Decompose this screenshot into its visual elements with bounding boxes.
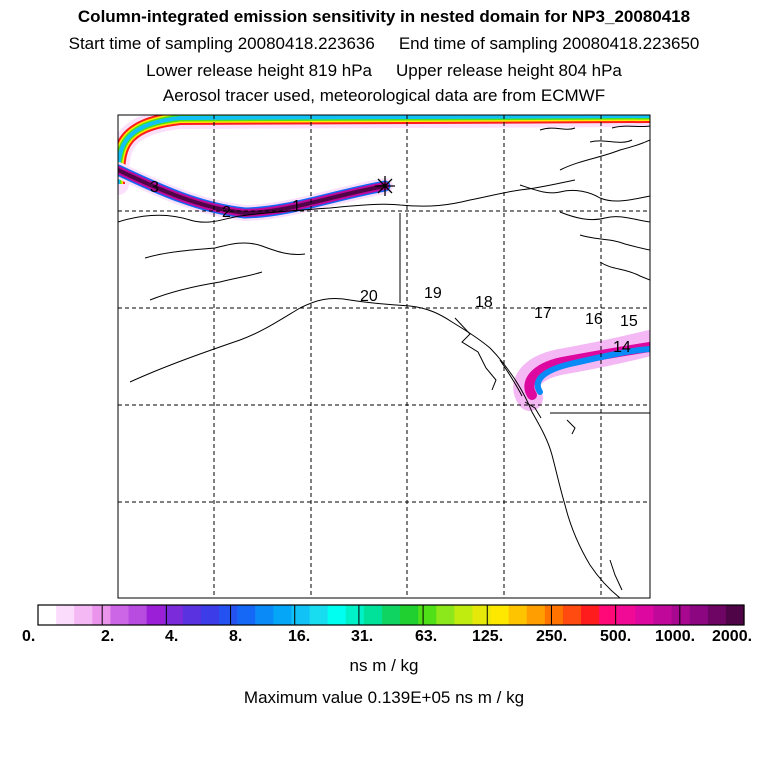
colorbar-swatch — [472, 605, 492, 625]
colorbar-swatch — [128, 605, 148, 625]
plume-east — [513, 330, 650, 411]
colorbar-swatch — [490, 605, 510, 625]
day-label: 15 — [620, 313, 638, 330]
colorbar-swatch — [200, 605, 220, 625]
day-label: 19 — [424, 285, 442, 302]
colorbar-swatch — [110, 605, 130, 625]
colorbar-swatch — [309, 605, 329, 625]
tracer-info: Aerosol tracer used, meteorological data… — [162, 86, 606, 105]
map-frame — [117, 114, 651, 599]
colorbar-swatch — [689, 605, 709, 625]
release-heights: Lower release height 819 hPa Upper releas… — [0, 61, 768, 81]
colorbar-swatch — [38, 605, 57, 625]
colorbar-swatch — [617, 605, 636, 625]
end-time-label: End time of sampling 20080418.223650 — [398, 34, 700, 53]
colorbar-tick: 8. — [229, 628, 243, 645]
graticule — [118, 115, 650, 598]
colorbar-swatch — [508, 605, 528, 625]
day-label: 2 — [222, 204, 231, 221]
colorbar-swatch — [562, 605, 582, 625]
colorbar-swatch — [526, 605, 546, 625]
colorbar-swatch — [454, 605, 474, 625]
colorbar-swatch — [363, 605, 383, 625]
day-label: 3 — [150, 179, 159, 196]
colorbar-tick: 16. — [288, 628, 311, 645]
colorbar-swatch — [56, 605, 75, 625]
colorbar-swatch — [400, 605, 419, 625]
colorbar-tick: 4. — [165, 628, 179, 645]
colorbar-swatch — [436, 605, 455, 625]
colorbar-swatch — [74, 605, 93, 625]
colorbar-swatch — [581, 605, 600, 625]
colorbar-swatch — [635, 605, 655, 625]
day-label: 20 — [360, 288, 378, 305]
day-label: 18 — [475, 294, 493, 311]
coastlines — [118, 125, 650, 598]
colorbar-swatch — [219, 605, 238, 625]
colorbar-units: ns m / kg — [349, 656, 419, 675]
plot-title: Column-integrated emission sensitivity i… — [77, 7, 691, 26]
colorbar-swatch — [327, 605, 347, 625]
colorbar-swatch — [653, 605, 673, 625]
day-label: 16 — [585, 311, 603, 328]
release-point-star — [375, 176, 395, 196]
colorbar-tick: 63. — [415, 628, 438, 645]
day-label: 1 — [292, 198, 301, 215]
colorbar-tick: 31. — [351, 628, 374, 645]
colorbar-swatch — [164, 605, 184, 625]
trajectory-day-labels: 3 2 1 20 19 18 17 16 15 14 — [150, 179, 638, 356]
colorbar-swatch — [345, 605, 365, 625]
colorbar-tick: 0. — [22, 628, 36, 645]
lower-release-label: Lower release height 819 hPa — [146, 61, 372, 80]
max-value-label: Maximum value 0.139E+05 ns m / kg — [243, 688, 525, 707]
colorbar-swatch — [707, 605, 727, 625]
colorbar-tick: 2000. — [712, 628, 753, 645]
colorbar-swatch — [92, 605, 112, 625]
colorbar-tick: 2. — [101, 628, 115, 645]
colorbar-swatch — [381, 605, 401, 625]
colorbar-swatch — [255, 605, 274, 625]
colorbar-tick: 1000. — [655, 628, 696, 645]
colorbar-tick: 500. — [600, 628, 632, 645]
sampling-times: Start time of sampling 20080418.223636 En… — [0, 34, 768, 54]
colorbar-tick: 125. — [472, 628, 504, 645]
colorbar-swatch — [599, 605, 618, 625]
colorbar-swatch — [544, 605, 564, 625]
colorbar-frame — [37, 604, 745, 626]
colorbar-swatch — [273, 605, 293, 625]
colorbar-swatch — [671, 605, 691, 625]
colorbar-swatch — [237, 605, 256, 625]
plume-alaska — [118, 162, 393, 222]
day-label: 17 — [534, 305, 552, 322]
day-label: 14 — [613, 339, 631, 356]
colorbar-swatch — [418, 605, 437, 625]
colorbar-dividers — [101, 605, 681, 625]
colorbar-swatch — [182, 605, 202, 625]
colorbar-tick: 250. — [536, 628, 568, 645]
upper-release-label: Upper release height 804 hPa — [396, 61, 622, 80]
start-time-label: Start time of sampling 20080418.223636 — [68, 34, 375, 53]
map-area: 3 2 1 20 19 18 17 16 15 14 — [118, 115, 650, 598]
colorbar — [38, 605, 745, 625]
colorbar-swatch — [725, 605, 745, 625]
colorbar-swatch — [291, 605, 311, 625]
colorbar-swatch — [146, 605, 166, 625]
